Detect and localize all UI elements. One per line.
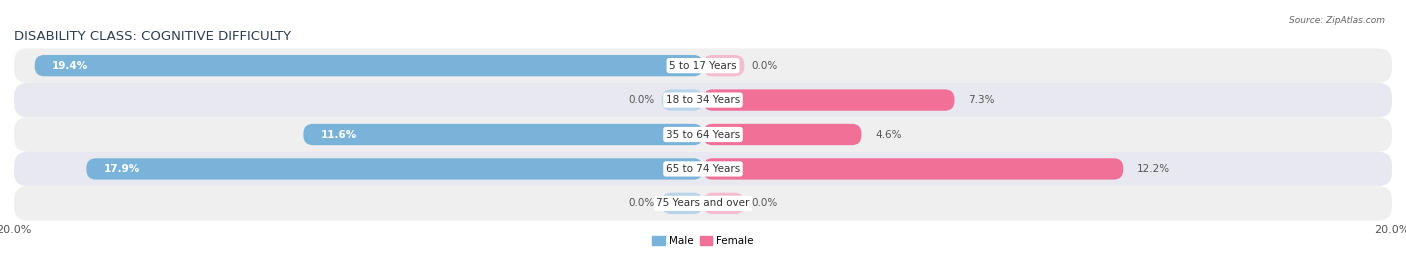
Text: 0.0%: 0.0% [751, 198, 778, 208]
FancyBboxPatch shape [703, 89, 955, 111]
Text: 18 to 34 Years: 18 to 34 Years [666, 95, 740, 105]
Text: 19.4%: 19.4% [52, 61, 89, 71]
FancyBboxPatch shape [662, 89, 703, 111]
Text: 7.3%: 7.3% [969, 95, 994, 105]
Text: 5 to 17 Years: 5 to 17 Years [669, 61, 737, 71]
FancyBboxPatch shape [35, 55, 703, 76]
FancyBboxPatch shape [14, 83, 1392, 117]
Text: 0.0%: 0.0% [628, 95, 655, 105]
FancyBboxPatch shape [703, 193, 744, 214]
Text: 12.2%: 12.2% [1137, 164, 1170, 174]
FancyBboxPatch shape [304, 124, 703, 145]
FancyBboxPatch shape [86, 158, 703, 180]
Legend: Male, Female: Male, Female [652, 236, 754, 246]
Text: 35 to 64 Years: 35 to 64 Years [666, 129, 740, 140]
FancyBboxPatch shape [14, 186, 1392, 221]
FancyBboxPatch shape [703, 124, 862, 145]
Text: DISABILITY CLASS: COGNITIVE DIFFICULTY: DISABILITY CLASS: COGNITIVE DIFFICULTY [14, 30, 291, 43]
Text: 75 Years and over: 75 Years and over [657, 198, 749, 208]
Text: 0.0%: 0.0% [628, 198, 655, 208]
Text: 65 to 74 Years: 65 to 74 Years [666, 164, 740, 174]
FancyBboxPatch shape [14, 48, 1392, 83]
Text: 0.0%: 0.0% [751, 61, 778, 71]
FancyBboxPatch shape [662, 193, 703, 214]
FancyBboxPatch shape [703, 158, 1123, 180]
FancyBboxPatch shape [14, 117, 1392, 152]
Text: 11.6%: 11.6% [321, 129, 357, 140]
FancyBboxPatch shape [14, 152, 1392, 186]
FancyBboxPatch shape [703, 55, 744, 76]
Text: 4.6%: 4.6% [875, 129, 901, 140]
Text: Source: ZipAtlas.com: Source: ZipAtlas.com [1289, 16, 1385, 25]
Text: 17.9%: 17.9% [104, 164, 139, 174]
